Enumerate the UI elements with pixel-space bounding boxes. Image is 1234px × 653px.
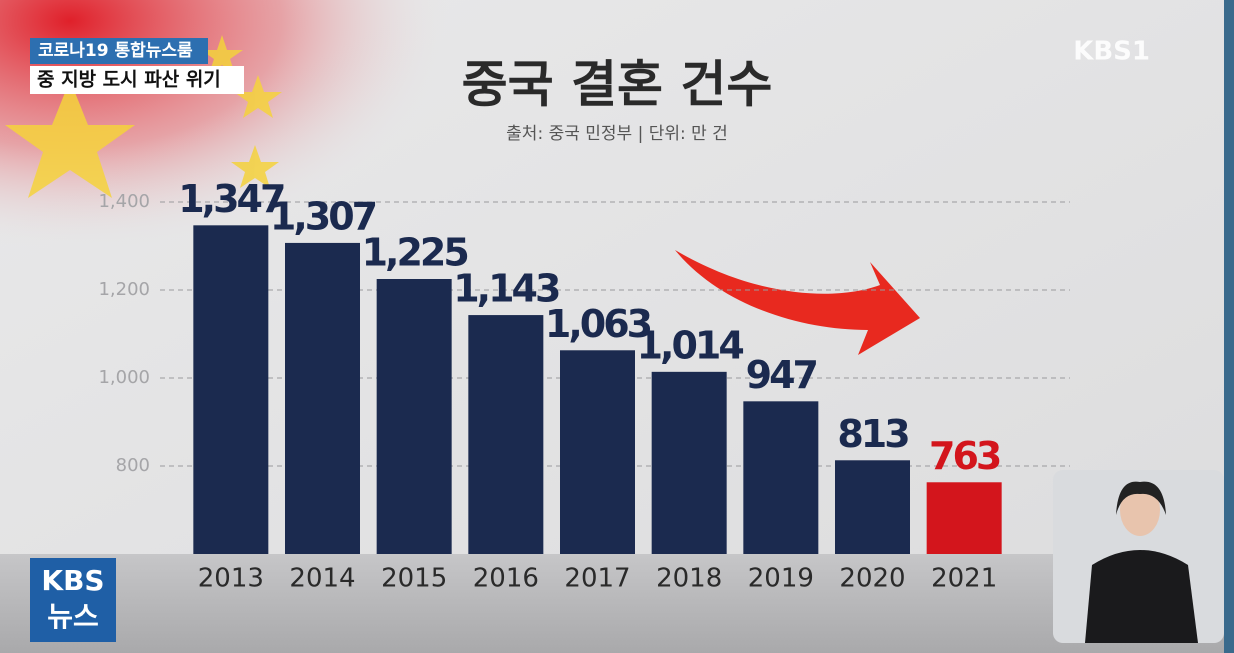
bar [560, 350, 635, 554]
flag-stars [5, 35, 282, 198]
x-tick-label: 2014 [289, 564, 355, 594]
value-label: 763 [929, 434, 1000, 478]
value-label: 1,063 [545, 302, 651, 346]
value-label: 947 [746, 353, 817, 397]
bar [193, 225, 269, 554]
value-label: 1,347 [178, 177, 284, 221]
x-tick-label: 2016 [473, 564, 539, 594]
bar [285, 242, 360, 555]
x-tick-label: 2021 [931, 564, 997, 594]
bar [651, 371, 727, 554]
floor-band [0, 554, 1234, 653]
value-label: 1,307 [270, 194, 376, 238]
y-tick-label: 1,200 [98, 279, 150, 300]
trend-arrow [675, 250, 920, 355]
program-tag [30, 38, 208, 64]
logo-line2: 뉴스 [47, 600, 99, 633]
x-tick-label: 2019 [748, 564, 814, 594]
program-name: 코로나19 통합뉴스룸 [38, 40, 193, 61]
value-label: 813 [837, 412, 908, 456]
bar [743, 401, 819, 554]
sign-interpreter [1053, 470, 1224, 643]
channel-logo: KBS1 [1073, 37, 1150, 67]
value-label: 1,225 [362, 231, 468, 275]
headline-box [30, 66, 244, 94]
x-tick-label: 2020 [839, 564, 905, 594]
bar [376, 279, 452, 554]
value-label: 1,143 [453, 267, 559, 311]
y-tick-label: 800 [116, 455, 150, 476]
bar [835, 460, 910, 554]
x-tick-label: 2013 [198, 564, 264, 594]
y-tick-label: 1,400 [98, 191, 150, 212]
value-label: 1,014 [637, 323, 744, 367]
x-tick-label: 2017 [564, 564, 630, 594]
bar [926, 482, 1002, 554]
x-tick-label: 2018 [656, 564, 722, 594]
x-tick-label: 2015 [381, 564, 447, 594]
bar [468, 315, 544, 554]
headline: 중 지방 도시 파산 위기 [37, 69, 221, 91]
chart-title: 중국 결혼 건수 [462, 56, 773, 114]
edge-strip [1224, 0, 1234, 653]
chart-subtitle: 출처: 중국 민정부 | 단위: 만 건 [506, 124, 728, 144]
logo-line1: KBS [41, 564, 104, 597]
y-tick-label: 1,000 [98, 367, 150, 388]
kbs-news-logo [30, 558, 116, 642]
